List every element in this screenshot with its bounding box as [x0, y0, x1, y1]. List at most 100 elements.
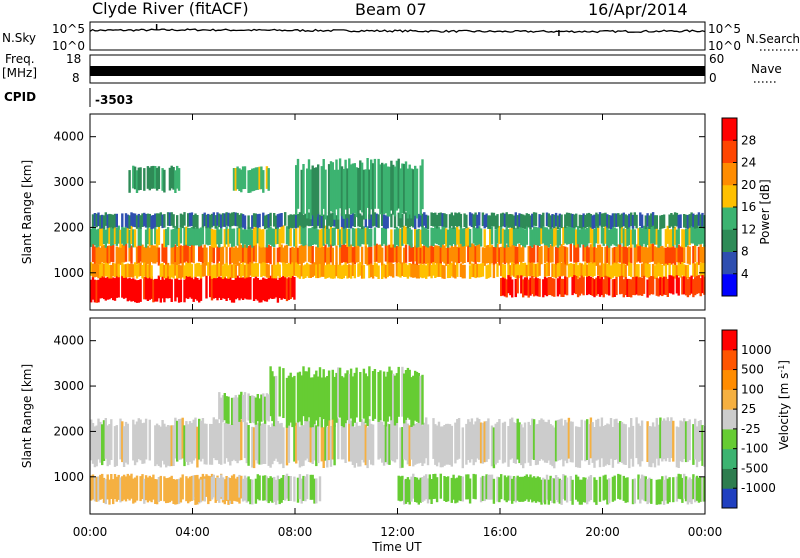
freq-label: Freq. — [5, 52, 35, 66]
power-cell — [684, 277, 688, 296]
velocity-cell — [144, 475, 148, 501]
power-cell — [139, 262, 142, 276]
power-cell — [511, 244, 514, 263]
power-cell — [476, 243, 479, 262]
power-cell — [536, 244, 539, 263]
power-cell — [176, 215, 179, 229]
velocity-cell — [412, 375, 415, 426]
velocity-cell — [617, 422, 620, 464]
power-cell — [335, 215, 338, 229]
power-cell — [525, 264, 528, 279]
velocity-cell — [512, 476, 516, 502]
power-cell — [256, 277, 259, 301]
power-cell — [501, 212, 505, 227]
power-cell — [230, 244, 234, 263]
power-cell — [132, 165, 135, 189]
power-cell — [170, 279, 173, 302]
power-cell — [578, 262, 582, 277]
power-cell — [166, 212, 170, 226]
power-cell — [276, 247, 280, 266]
power-cell — [401, 227, 404, 246]
velocity-cell — [132, 478, 135, 504]
power-cell — [386, 263, 389, 278]
velocity-cell — [232, 397, 236, 425]
velocity-cell — [545, 474, 549, 500]
nsky-tick-top: 10^5 — [52, 22, 85, 36]
velocity-cell — [653, 426, 657, 468]
power-cell — [188, 274, 192, 298]
velocity-cell — [412, 425, 415, 467]
velocity-cell — [382, 424, 386, 466]
power-cell — [565, 247, 569, 266]
power-heatmap — [90, 158, 706, 303]
power-cell — [582, 264, 585, 279]
power-cell — [315, 264, 318, 279]
power-cell — [403, 225, 406, 244]
velocity-cell — [439, 473, 442, 499]
power-cell — [490, 212, 494, 227]
velocity-colorbar-tick: -100 — [741, 442, 768, 456]
velocity-cell — [531, 477, 534, 503]
power-cell — [699, 214, 702, 228]
velocity-cell — [168, 477, 172, 503]
power-cell — [249, 276, 252, 300]
power-cell — [243, 226, 247, 245]
power-cell — [542, 279, 545, 298]
power-cell — [148, 263, 151, 278]
power-cell — [346, 228, 349, 247]
velocity-cell — [481, 475, 485, 501]
power-cell — [446, 264, 450, 279]
velocity-cell — [622, 423, 625, 465]
power-cell — [320, 228, 323, 247]
power-cell — [465, 214, 468, 229]
velocity-cell — [177, 419, 181, 460]
power-cell — [672, 264, 675, 279]
power-cell — [289, 214, 292, 228]
power-cell — [468, 246, 472, 265]
velocity-cell — [384, 421, 388, 463]
power-cell — [139, 227, 142, 246]
velocity-cell — [628, 427, 631, 469]
power-cell — [639, 244, 642, 263]
power-cell — [615, 213, 618, 227]
velocity-cell — [478, 419, 481, 460]
power-cell — [102, 225, 106, 244]
power-cell — [620, 246, 624, 265]
power-cell — [417, 213, 420, 228]
velocity-cell — [260, 394, 263, 422]
power-cell — [630, 263, 633, 277]
power-cell — [141, 244, 144, 263]
power-cell — [254, 226, 258, 245]
power-cell — [437, 227, 441, 246]
power-cell — [653, 226, 657, 245]
velocity-cell — [90, 475, 93, 501]
power-cell — [630, 229, 633, 248]
power-cell — [93, 279, 97, 303]
power-cell — [489, 229, 492, 248]
velocity-cell — [296, 477, 300, 503]
power-cell — [419, 229, 422, 248]
velocity-cell — [470, 418, 474, 460]
power-cell — [701, 212, 704, 227]
power-cell — [390, 244, 393, 263]
power-cell — [307, 264, 311, 278]
power-cell — [168, 212, 172, 226]
velocity-cell — [307, 367, 311, 418]
power-cell — [639, 212, 642, 226]
power-cell — [338, 158, 342, 209]
power-cell — [293, 262, 296, 276]
velocity-cell — [529, 425, 532, 466]
power-cell — [212, 229, 215, 248]
power-cell — [536, 263, 539, 277]
power-cell — [278, 243, 281, 262]
velocity-cell — [207, 475, 210, 499]
velocity-cell — [322, 427, 325, 468]
power-cell — [110, 227, 113, 246]
power-cell — [300, 169, 303, 220]
velocity-cell — [97, 476, 100, 502]
velocity-cell — [313, 419, 316, 461]
velocity-cell — [611, 427, 615, 468]
power-cell — [551, 228, 554, 247]
power-cell — [106, 277, 109, 300]
velocity-cell — [91, 423, 95, 464]
